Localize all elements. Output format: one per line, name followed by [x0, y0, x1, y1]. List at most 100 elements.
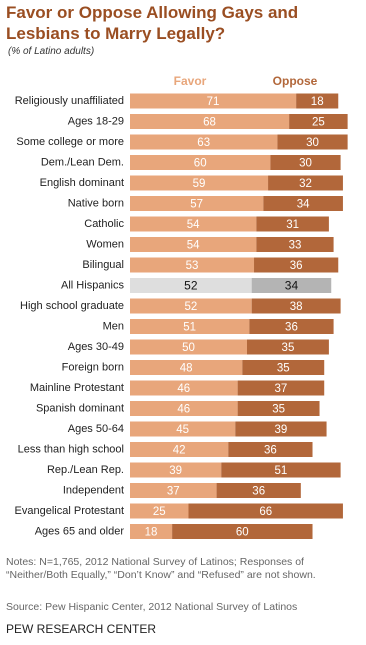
notes: Notes: N=1,765, 2012 National Survey of …: [6, 556, 316, 581]
value-label: 52: [184, 301, 197, 313]
credit: PEW RESEARCH CENTER: [6, 622, 157, 636]
chart: Favor Oppose Religiously unaffiliated 71 18 A…: [15, 74, 348, 539]
bar-segment: [263, 196, 343, 211]
value-label: 36: [252, 486, 265, 498]
value-label: 36: [264, 445, 277, 457]
category-label: Religiously unaffiliated: [15, 95, 124, 107]
value-label: 25: [153, 506, 166, 518]
category-label: All Hispanics: [61, 279, 124, 291]
bar-segment: [249, 319, 334, 334]
bar-segment: [130, 421, 236, 437]
bar-segment: [242, 360, 325, 375]
value-label: 37: [167, 486, 180, 498]
bar-segment: [235, 421, 327, 437]
bar-segment: [130, 442, 229, 457]
bar-segment: [216, 483, 301, 498]
value-label: 35: [277, 363, 290, 375]
legend-label: Favor: [174, 74, 207, 88]
category-label: Bilingual: [82, 259, 124, 271]
bar-segment: [270, 155, 341, 170]
value-label: 39: [275, 424, 288, 436]
category-label: Evangelical Protestant: [15, 505, 124, 517]
bar-segment: [130, 298, 252, 314]
bar-segment: [289, 114, 348, 129]
category-label: Women: [86, 238, 124, 250]
category-label: Independent: [63, 484, 124, 496]
bar-segment: [251, 278, 332, 293]
bar-segment: [130, 524, 173, 539]
category-label: Ages 18-29: [68, 115, 124, 127]
bar-segment: [256, 237, 334, 252]
value-label: 38: [290, 301, 303, 313]
source: Source: Pew Hispanic Center, 2012 Nation…: [6, 601, 298, 613]
value-label: 51: [183, 322, 196, 334]
category-label: Some college or more: [16, 136, 124, 148]
bar-segment: [130, 339, 247, 355]
bar-segment: [130, 175, 269, 191]
value-label: 54: [187, 219, 200, 231]
bar-segment: [130, 257, 255, 273]
value-label: 18: [311, 96, 324, 108]
value-label: 50: [182, 342, 195, 354]
bar-segment: [130, 155, 271, 170]
category-label: Ages 50-64: [68, 423, 124, 435]
category-label: Men: [103, 320, 124, 332]
value-label: 35: [282, 342, 295, 354]
value-label: 25: [312, 117, 325, 129]
bar-segment: [188, 503, 343, 519]
value-label: 54: [187, 240, 200, 252]
category-label: Less than high school: [18, 443, 124, 455]
value-label: 31: [286, 219, 299, 231]
bar-segment: [130, 483, 217, 498]
category-label: Ages 65 and older: [35, 525, 125, 537]
legend-label: Oppose: [273, 74, 318, 88]
bar-segment: [130, 401, 238, 416]
bar-segment: [247, 339, 329, 355]
bar-segment: [237, 401, 320, 416]
category-label: Native born: [68, 197, 124, 209]
value-label: 36: [285, 322, 298, 334]
value-label: 39: [169, 465, 182, 477]
value-label: 18: [145, 527, 158, 539]
value-label: 59: [193, 178, 206, 190]
value-label: 71: [207, 96, 220, 108]
value-label: 37: [275, 383, 288, 395]
value-label: 48: [180, 363, 193, 375]
category-label: Rep./Lean Rep.: [47, 464, 124, 476]
value-label: 32: [299, 178, 312, 190]
category-label: Foreign born: [62, 361, 124, 373]
value-label: 66: [259, 506, 272, 518]
value-label: 30: [306, 137, 319, 149]
chart-title: Favor or Oppose Allowing Gays and Lesbia…: [6, 3, 299, 43]
value-label: 63: [197, 137, 210, 149]
value-label: 33: [289, 240, 302, 252]
value-label: 53: [186, 260, 199, 272]
value-label: 34: [285, 279, 299, 293]
value-label: 30: [299, 158, 312, 170]
value-label: 46: [177, 383, 190, 395]
bar-segment: [268, 175, 343, 191]
bar-segment: [130, 319, 250, 334]
bar-segment: [130, 134, 278, 150]
bar-segment: [228, 442, 313, 457]
category-label: Ages 30-49: [68, 341, 124, 353]
category-label: Catholic: [84, 218, 124, 230]
bar-segment: [237, 380, 325, 396]
category-label: Mainline Protestant: [30, 382, 124, 394]
chart-subtitle: (% of Latino adults): [8, 46, 95, 57]
category-label: High school graduate: [20, 300, 124, 312]
value-label: 36: [290, 260, 303, 272]
bar-segment: [130, 196, 264, 211]
value-label: 34: [297, 199, 310, 211]
value-label: 60: [194, 158, 207, 170]
bar-segment: [130, 380, 238, 396]
bar-segment: [130, 114, 290, 129]
category-label: English dominant: [40, 177, 124, 189]
bar-segment: [130, 360, 243, 375]
value-label: 51: [275, 465, 288, 477]
bar-segment: [130, 462, 222, 478]
bar-segment: [130, 93, 297, 109]
value-label: 35: [272, 404, 285, 416]
bar-segment: [254, 257, 339, 273]
bar-segment: [172, 524, 313, 539]
